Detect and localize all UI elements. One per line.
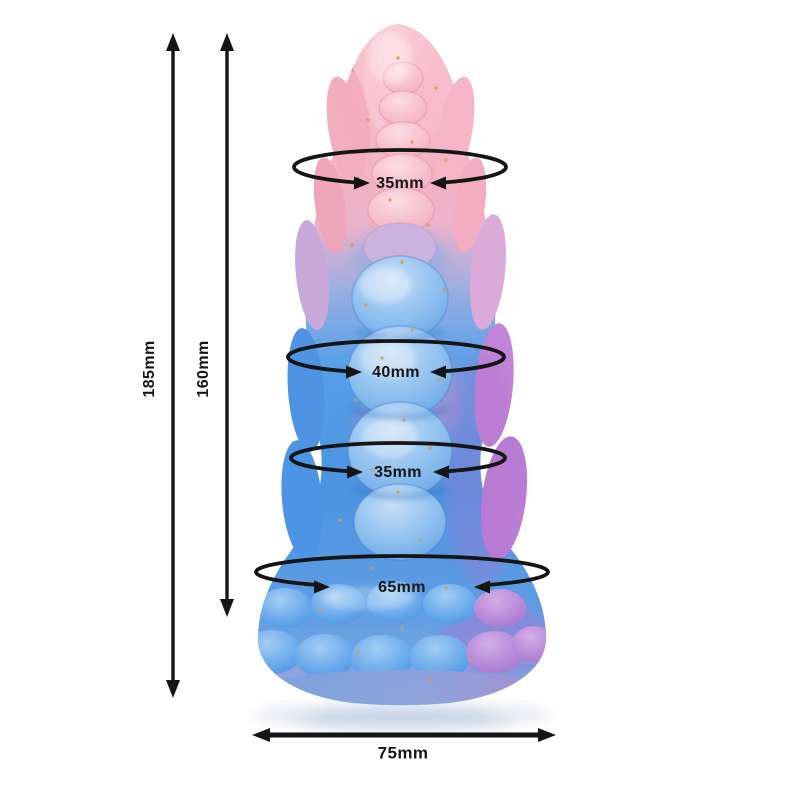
circumference-dimension-label-3-65mm: 65mm <box>378 579 426 596</box>
circumference-dimension-35mm <box>289 441 507 479</box>
product-plate-crevices <box>351 328 449 500</box>
circumference-dimension-65mm <box>254 554 550 594</box>
product-glitter-dots <box>318 56 472 682</box>
height-dimension-160mm <box>220 33 234 617</box>
circumference-dimension-35mm <box>292 148 508 190</box>
circumference-dimension-label-2-35mm: 35mm <box>374 464 422 481</box>
height-dimension-185mm <box>166 33 180 698</box>
product-reflection <box>252 702 552 731</box>
circumference-dimension-40mm <box>286 339 506 379</box>
product-highlights <box>322 32 418 610</box>
circumference-dimension-label-0-35mm: 35mm <box>376 175 424 192</box>
circumference-dimension-label-1-40mm: 40mm <box>372 364 420 381</box>
width-dimension-label-75mm: 75mm <box>377 743 429 763</box>
height-dimension-label-185mm: 185mm <box>141 340 158 398</box>
height-dimension-label-160mm: 160mm <box>195 340 212 398</box>
width-dimension-75mm <box>252 728 556 742</box>
product-base-bumps <box>258 581 546 704</box>
